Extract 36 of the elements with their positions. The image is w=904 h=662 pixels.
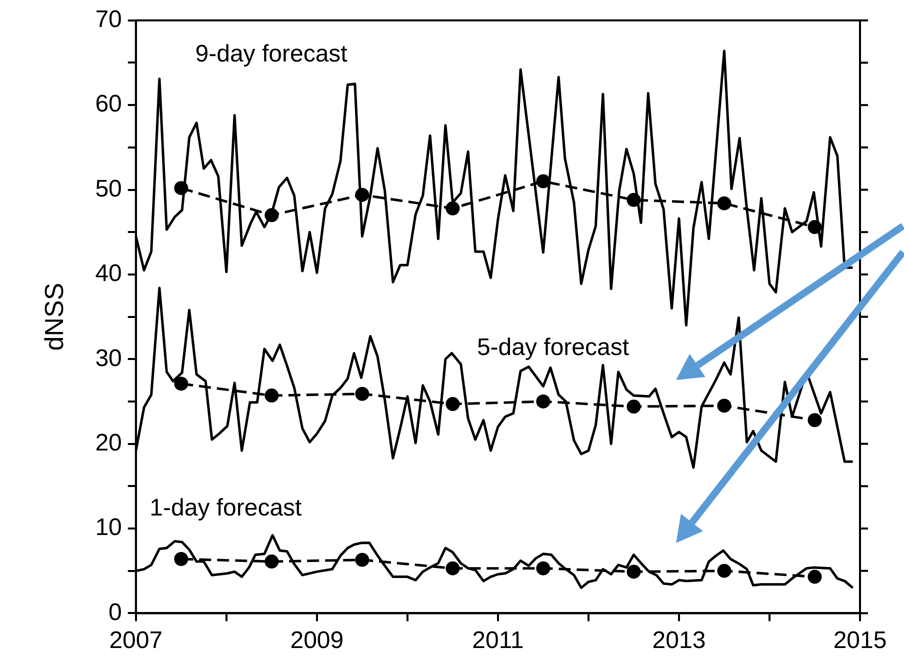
point <box>355 552 370 567</box>
y-tick-label: 20 <box>95 429 122 456</box>
point <box>536 394 550 408</box>
point <box>536 174 550 188</box>
x-tick-label: 2013 <box>652 627 706 654</box>
point <box>626 400 641 414</box>
point <box>446 561 460 576</box>
point <box>808 413 822 428</box>
y-tick-label: 40 <box>95 260 122 288</box>
x-tick-label: 2011 <box>472 627 524 654</box>
annotation: 1-day forecast <box>150 494 302 522</box>
point <box>446 397 460 412</box>
point <box>717 564 732 578</box>
point <box>264 388 279 403</box>
y-tick-label: 60 <box>95 90 122 118</box>
x-tick-label: 2009 <box>290 627 344 654</box>
annotation: 9-day forecast <box>195 40 348 68</box>
point <box>626 564 641 579</box>
point <box>174 376 188 391</box>
y-tick-label: 30 <box>95 344 122 372</box>
y-tick-label: 50 <box>95 175 122 202</box>
x-tick-label: 2015 <box>833 627 887 654</box>
point <box>717 196 732 210</box>
y-tick-label: 0 <box>108 598 122 626</box>
y-axis-title: dNSS <box>38 282 69 351</box>
point <box>264 554 279 569</box>
point <box>717 398 732 413</box>
point <box>536 561 550 576</box>
annotation: 5-day forecast <box>476 334 630 361</box>
point <box>446 201 460 216</box>
point <box>355 386 370 401</box>
y-tick-label: 70 <box>95 6 122 34</box>
x-tick-label: 2007 <box>109 627 163 654</box>
point <box>174 552 188 566</box>
point <box>808 570 822 584</box>
y-tick-label: 10 <box>95 514 122 542</box>
